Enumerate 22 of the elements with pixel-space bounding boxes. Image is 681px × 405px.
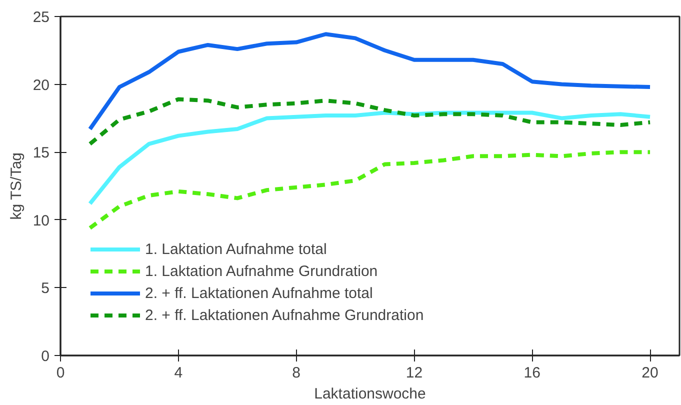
y-tick-label: 0 [41,348,50,365]
x-tick-label: 12 [406,364,423,382]
x-tick-label: 8 [292,364,300,382]
y-tick-label: 25 [32,9,50,26]
y-axis-title: kg TS/Tag [8,152,25,220]
x-tick-label: 4 [174,364,183,382]
y-tick-label: 10 [32,212,50,230]
legend-label: 2. + ff. Laktationen Aufnahme total [145,284,373,302]
x-axis-title: Laktationswoche [314,386,426,402]
legend-label: 1. Laktation Aufnahme total [145,240,327,258]
x-tick-label: 0 [56,364,65,382]
legend-label: 1. Laktation Aufnahme Grundration [145,262,378,280]
line-series [88,150,652,230]
line-series [88,97,652,146]
x-tick-label: 20 [642,364,658,382]
y-tick-label: 15 [32,144,50,162]
x-tick-label: 16 [524,364,540,382]
y-tick-label: 5 [41,280,50,298]
line-series [88,32,652,132]
line-series [88,110,652,206]
y-tick-label: 20 [32,76,50,94]
legend-label: 2. + ff. Laktationen Aufnahme Grundration [145,306,424,324]
